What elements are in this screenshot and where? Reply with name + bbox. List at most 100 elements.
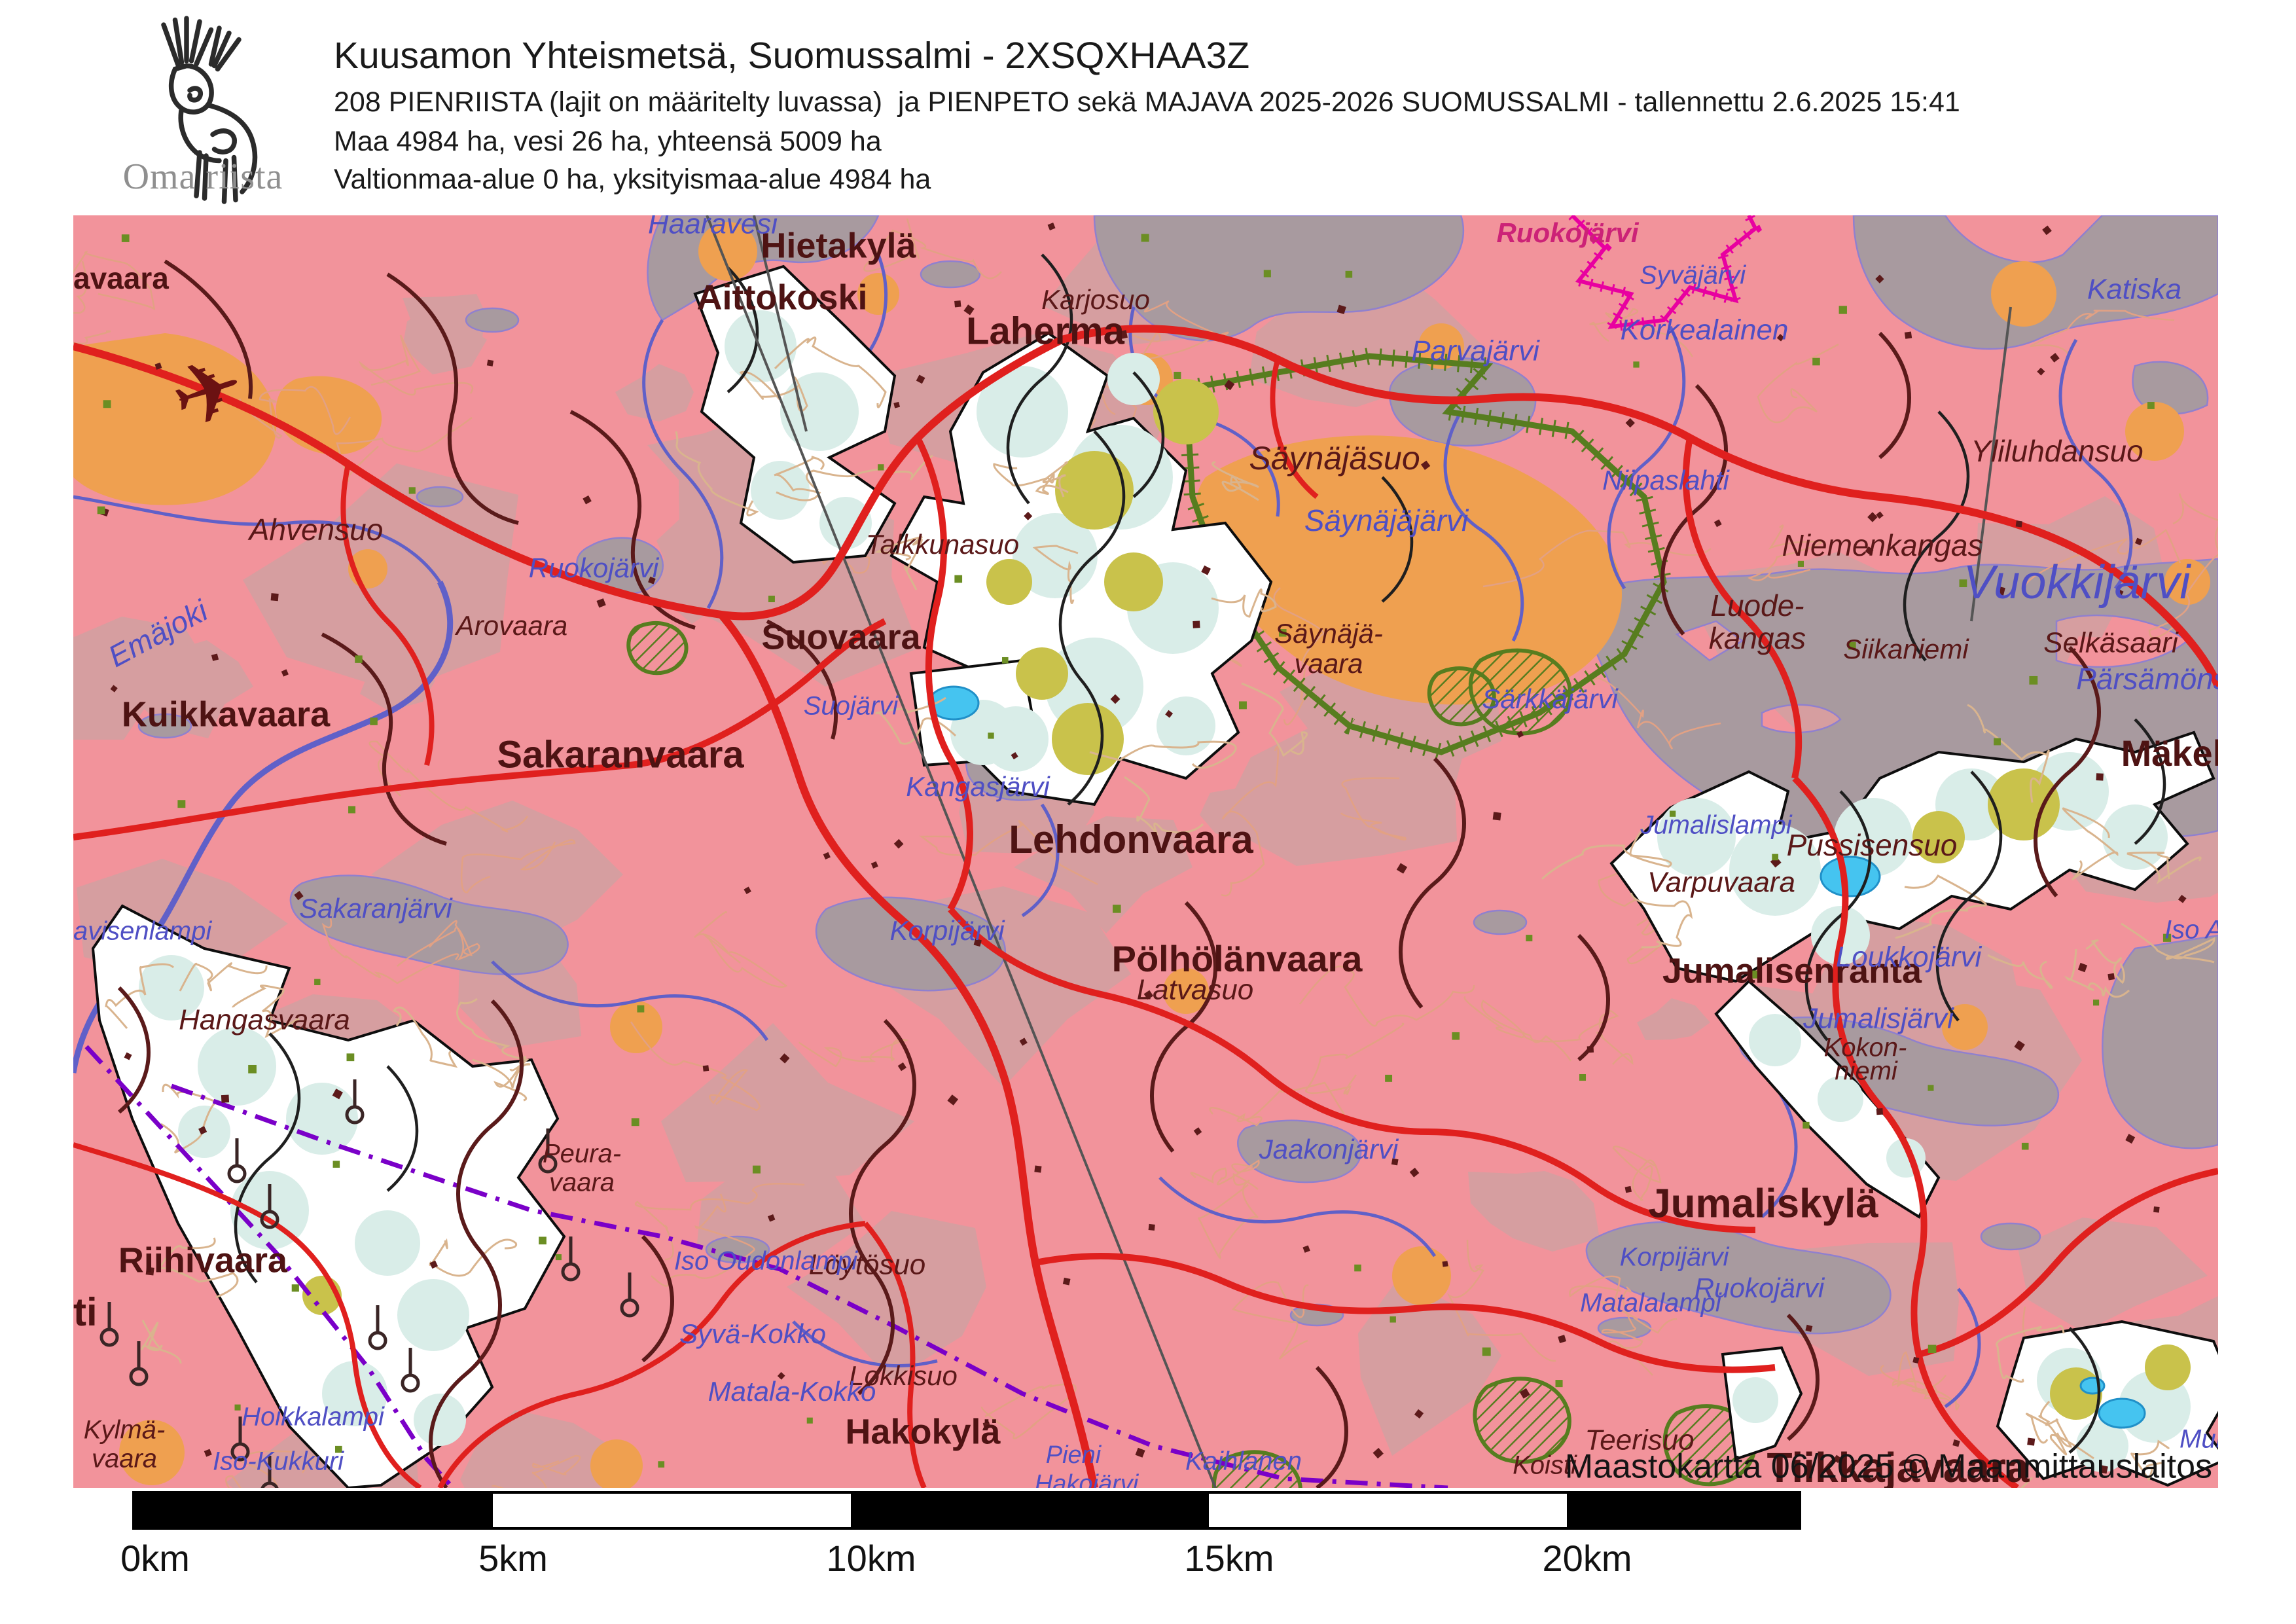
powerline-layer [706,215,2012,1489]
terrain-name-label: Luode- [1710,588,1804,623]
water-name-label: Kangasjärvi [906,771,1050,802]
building-dot [1019,1038,1028,1046]
cottage-dot [1959,579,1967,588]
permit-contour-line [2064,948,2130,998]
permit-contour-line [105,963,175,1029]
water-name-label: Matalalampi [1580,1289,1722,1318]
terrain-name-label: Kylmä- [84,1416,165,1445]
terrain-name-label: Ruokojärvi [1496,217,1639,248]
cottage-dot [1354,1264,1361,1272]
building-dot [702,1065,709,1072]
water-name-label: Jumalislampi [1640,811,1792,840]
terrain-name-label: Ahvensuo [247,513,384,547]
building-dot [2015,520,2022,528]
building-dot [110,685,118,693]
terrain-name-label: vaara [92,1445,157,1473]
water-name-label: Matala-Kokko [708,1376,876,1407]
contour-line [694,911,788,988]
permit-contour-line [675,431,759,516]
building-dot [154,362,162,370]
cottage-dot [291,1284,299,1292]
permit-contour-line [1089,740,1237,769]
contour-line [798,1038,909,1068]
permit-areas-layer [91,264,2235,1529]
building-dot [1516,731,1524,738]
cottage-dot [1772,854,1779,861]
building-dot [1876,1108,1884,1115]
cottage-dot [1239,701,1247,710]
contour-line [321,911,459,984]
terrain-name-label: kangas [1709,621,1806,655]
settlement-name-label: Pölhölänvaara [1112,938,1363,979]
building-dot [1904,331,1912,339]
permit-contour-line [2126,852,2202,884]
water-name-label: Syvä-Kokko [679,1318,826,1349]
building-dot [1912,1356,1920,1363]
water-name-label: Niipaslahti [1602,465,1730,496]
building-dot [1135,1447,1145,1458]
building-dot [211,653,219,661]
terrain-name-label: Säynäjä- [1274,618,1383,649]
cottage-dot [103,400,111,408]
terrain-name-label: Pussisensuo [1787,828,1958,862]
building-dot [916,374,925,384]
report-header: Oma riista Kuusamon Yhteismetsä, Suomuss… [0,0,2296,215]
contour-line [1446,1239,1556,1362]
cottage-dot [248,1064,257,1074]
permit-contour-line [2130,1439,2170,1482]
terrain-name-label: Varpuvaara [1647,867,1795,899]
cottage-dot [878,464,884,471]
terrain-name-label: Koisti [1513,1451,1577,1480]
building-dot [1558,1335,1567,1344]
water-name-label: Pärsämönsuo [2076,662,2218,696]
water-name-label: Suojärvi [804,692,899,721]
water-name-label: Ruokojärvi [1695,1272,1825,1303]
settlement-name-label: Lehdonvaara [1009,818,1253,861]
contour-line [1221,746,1279,897]
building-dot [963,304,975,316]
building-dot [1148,1223,1155,1231]
cottage-dot [1670,810,1676,817]
building-dot [1118,330,1128,340]
cottage-dot [334,1445,342,1453]
terrain-name-label: Karjosuo [1041,284,1150,315]
cottage-dot [370,717,378,725]
cottage-dot [1848,641,1856,650]
forest-patch [615,364,694,422]
cottage-dot [1278,629,1287,637]
permit-contour-line [1967,704,2050,803]
building-dot [204,1449,212,1457]
trail-marker-icon [401,1348,420,1393]
cottage-dot [1141,234,1149,242]
cottage-dot [539,1236,547,1245]
water-name-label: Loukkojärvi [1836,941,1982,973]
building-dot [124,1052,132,1060]
building-dot [2116,588,2124,597]
terrain-name-label: Kokon- [1824,1034,1907,1062]
building-dot [1024,511,1033,520]
settlement-name-label: Sakaranvaara [497,733,744,776]
scale-tick-label: 15km [1184,1538,1274,1579]
permit-contour-line [1241,682,1308,757]
scale-bar-segment [493,1494,851,1527]
topographic-map: ✈ HietakyläAittokoskiLahermaSuovaaraKuik… [18,194,2296,1547]
contour-line [1340,777,1407,840]
contour-line [1209,1081,1346,1127]
water-name-label: Vuokkijärvi [1964,556,2192,609]
building-dot [1492,812,1501,821]
contour-line [634,1183,805,1261]
scale-bar-segment [1209,1494,1567,1527]
forest-patch [2018,1218,2208,1332]
contour-line [1190,1159,1260,1185]
building-dot [1193,1127,1202,1136]
water-name-label: Hoikkalampi [242,1403,385,1432]
trail-marker-icon [620,1272,639,1318]
water-name-label: Ruokojärvi [529,552,660,583]
settlement-name-label: Hietakylä [761,226,916,265]
permit-contour-line [1894,874,1987,939]
building-dot [1372,1447,1384,1459]
cottage-dot [177,800,186,808]
settlement-name-label: Kuikkavaara [122,695,331,734]
building-dot [870,861,878,869]
terrain-name-label: Lokkisuo [849,1360,958,1391]
